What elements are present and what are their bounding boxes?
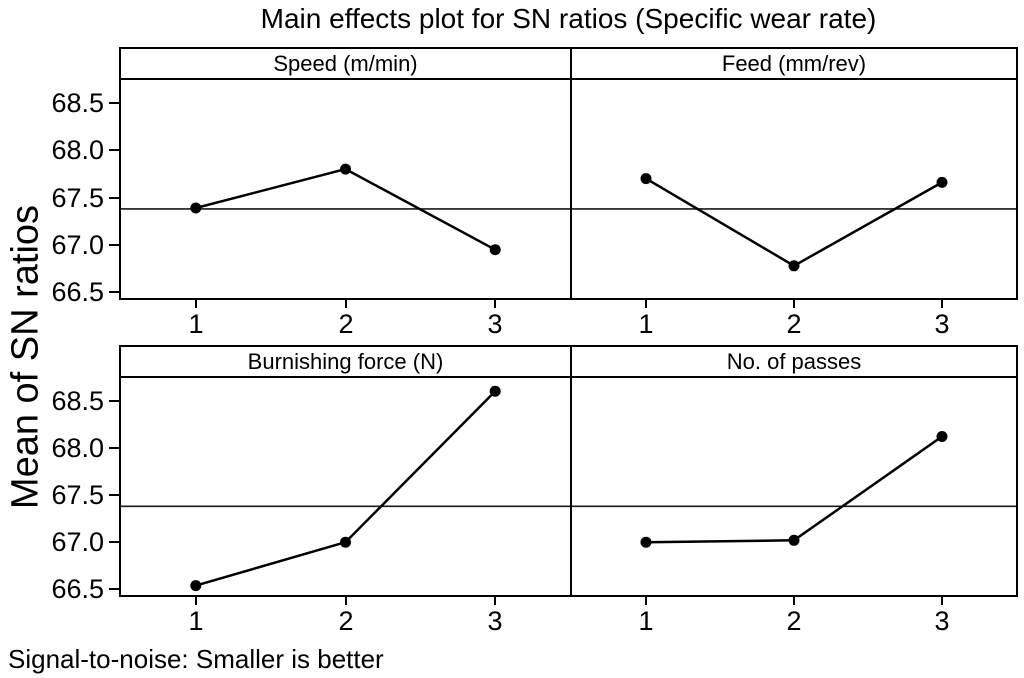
x-tick-mark	[793, 597, 795, 605]
x-tick-mark	[195, 597, 197, 605]
y-tick-label: 67.0	[51, 527, 104, 557]
series-svg	[572, 173, 1016, 272]
x-tick-label: 2	[786, 309, 802, 339]
y-tick-mark	[109, 588, 119, 590]
data-point-marker	[489, 385, 501, 397]
x-tick-label: 2	[786, 606, 802, 636]
data-point-marker	[640, 173, 652, 185]
x-tick-mark	[645, 597, 647, 605]
y-tick-label: 67.5	[51, 183, 104, 213]
x-tick-label: 3	[934, 606, 950, 636]
chart-title: Main effects plot for SN ratios (Specifi…	[260, 3, 877, 34]
data-point-marker	[190, 202, 202, 214]
data-point-marker	[340, 163, 351, 175]
series-svg	[121, 163, 570, 256]
data-point-marker	[190, 580, 202, 592]
x-tick-mark	[941, 300, 943, 308]
y-tick-label: 68.5	[51, 88, 104, 118]
panel-header-no-of-passes: No. of passes	[572, 347, 1016, 378]
data-point-marker	[936, 431, 948, 442]
data-point-marker	[640, 536, 652, 548]
panel-burnishing-force: Burnishing force (N)	[119, 345, 572, 597]
data-point-marker	[489, 244, 501, 256]
panel-no-of-passes: No. of passes	[572, 345, 1018, 597]
data-point-marker	[340, 536, 351, 548]
signal-to-noise-caption: Signal-to-noise: Smaller is better	[8, 644, 384, 674]
x-tick-mark	[494, 300, 496, 308]
panel-header-feed: Feed (mm/rev)	[572, 49, 1016, 80]
y-tick-label: 68.0	[51, 135, 104, 165]
x-tick-mark	[345, 597, 347, 605]
y-tick-mark	[109, 400, 119, 402]
y-tick-label: 67.0	[51, 230, 104, 260]
x-tick-label: 2	[338, 309, 354, 339]
panel-plot-burnishing-force	[121, 378, 570, 595]
data-point-marker	[936, 176, 948, 188]
series-line	[645, 177, 943, 268]
y-tick-label: 66.5	[51, 277, 104, 307]
y-tick-mark	[109, 447, 119, 449]
x-tick-label: 1	[188, 606, 204, 636]
data-point-marker	[788, 534, 800, 546]
y-tick-label: 68.5	[51, 386, 104, 416]
series-svg	[121, 385, 570, 592]
x-tick-label: 3	[487, 606, 503, 636]
x-tick-label: 2	[338, 606, 354, 636]
x-tick-label: 1	[638, 309, 654, 339]
panel-header-burnishing-force: Burnishing force (N)	[121, 347, 570, 378]
y-tick-label: 67.5	[51, 480, 104, 510]
x-tick-label: 3	[487, 309, 503, 339]
y-tick-mark	[109, 541, 119, 543]
panel-feed: Feed (mm/rev)	[572, 47, 1018, 300]
series-svg	[572, 431, 1016, 548]
x-tick-label: 1	[188, 309, 204, 339]
panel-header-speed: Speed (m/min)	[121, 49, 570, 80]
series-line	[645, 435, 943, 544]
y-tick-mark	[109, 244, 119, 246]
panel-plot-speed	[121, 80, 570, 298]
series-line	[195, 390, 497, 587]
y-tick-mark	[109, 291, 119, 293]
x-tick-label: 3	[934, 309, 950, 339]
x-tick-mark	[345, 300, 347, 308]
x-tick-mark	[941, 597, 943, 605]
y-tick-mark	[109, 102, 119, 104]
y-tick-label: 66.5	[51, 574, 104, 604]
x-tick-label: 1	[638, 606, 654, 636]
x-tick-mark	[793, 300, 795, 308]
panel-speed: Speed (m/min)	[119, 47, 572, 300]
y-tick-mark	[109, 197, 119, 199]
x-tick-mark	[494, 597, 496, 605]
y-tick-mark	[109, 149, 119, 151]
x-tick-mark	[195, 300, 197, 308]
y-tick-label: 68.0	[51, 433, 104, 463]
panel-plot-no-of-passes	[572, 378, 1016, 595]
data-point-marker	[788, 260, 800, 272]
x-tick-mark	[645, 300, 647, 308]
y-tick-mark	[109, 494, 119, 496]
panel-plot-feed	[572, 80, 1016, 298]
